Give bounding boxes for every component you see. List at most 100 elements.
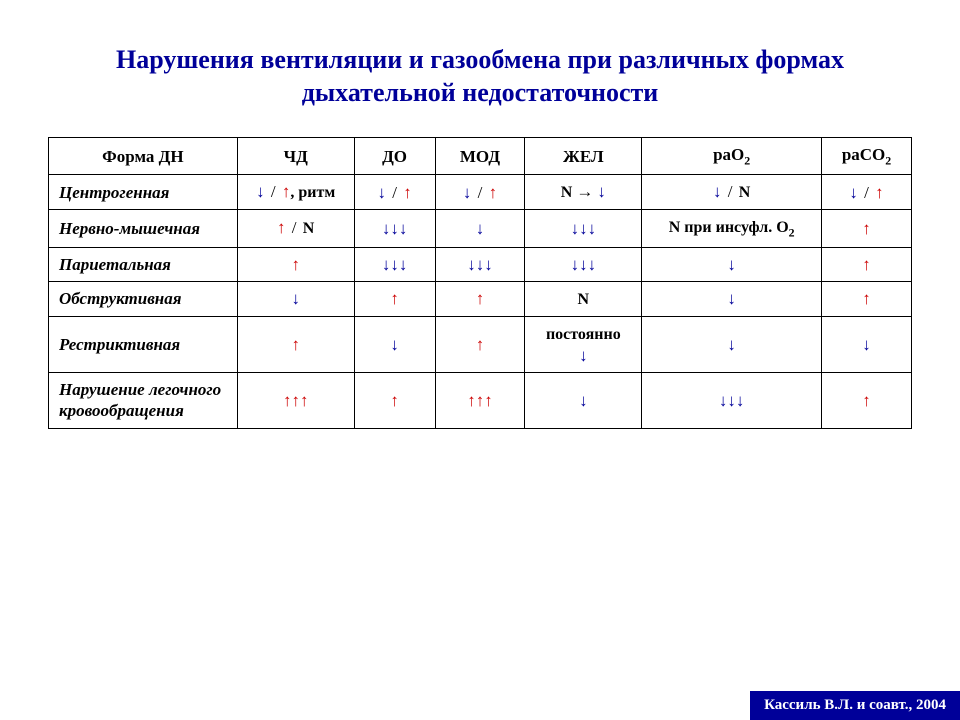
separator: / <box>265 182 282 201</box>
down-arrow-icon: ↓ <box>588 255 597 274</box>
separator: / <box>858 183 875 202</box>
up-arrow-icon: ↑ <box>403 183 412 202</box>
up-arrow-icon: ↑ <box>291 255 300 274</box>
table-row: Обструктивная↓↑↑N↓↑ <box>49 281 912 316</box>
separator: / <box>471 183 488 202</box>
cell-pao2: ↓ <box>642 247 822 281</box>
row-label: Центрогенная <box>49 175 238 210</box>
up-arrow-icon: ↑ <box>875 183 884 202</box>
down-arrow-icon: ↓ <box>713 182 722 201</box>
table-row: Рестриктивная↑↓↑постоянно↓↓↓ <box>49 316 912 372</box>
down-arrow-icon: ↓ <box>727 391 736 410</box>
down-arrow-icon: ↓ <box>849 183 858 202</box>
cell-text: N <box>739 184 751 201</box>
down-arrow-icon: ↓ <box>727 289 736 308</box>
table-row: Нервно-мышечная↑ / N↓↓↓↓↓↓↓N при инсуфл.… <box>49 210 912 247</box>
cell-zhel: ↓ <box>525 373 642 429</box>
down-arrow-icon: ↓ <box>727 255 736 274</box>
cell-paco2: ↑ <box>822 373 912 429</box>
cell-do: ↑ <box>354 373 435 429</box>
cell-mod: ↑↑↑ <box>435 373 525 429</box>
down-arrow-icon: ↓ <box>484 255 493 274</box>
col-header-pao2: раО2 <box>642 138 822 175</box>
row-label: Париетальная <box>49 247 238 281</box>
down-arrow-icon: ↓ <box>862 335 871 354</box>
table-row: Нарушение легочного кровообращения↑↑↑↑↑↑… <box>49 373 912 429</box>
table-head: Форма ДНЧДДОМОДЖЕЛраО2раСО2 <box>49 138 912 175</box>
cell-do: ↑ <box>354 281 435 316</box>
down-arrow-icon: ↓ <box>571 219 580 238</box>
cell-text: N <box>561 184 577 201</box>
down-arrow-icon: ↓ <box>377 183 386 202</box>
down-arrow-icon: ↓ <box>256 182 265 201</box>
cell-do: ↓↓↓ <box>354 210 435 247</box>
cell-zhel: ↓↓↓ <box>525 247 642 281</box>
row-label: Рестриктивная <box>49 316 238 372</box>
up-arrow-icon: ↑ <box>291 391 300 410</box>
up-arrow-icon: ↑ <box>862 289 871 308</box>
table-row: Париетальная↑↓↓↓↓↓↓↓↓↓↓↑ <box>49 247 912 281</box>
up-arrow-icon: ↑ <box>300 391 309 410</box>
credit-badge: Кассиль В.Л. и соавт., 2004 <box>750 691 960 720</box>
cell-pao2: ↓ <box>642 316 822 372</box>
up-arrow-icon: ↑ <box>476 289 485 308</box>
cell-mod: ↑ <box>435 281 525 316</box>
cell-mod: ↓↓↓ <box>435 247 525 281</box>
cell-pao2: ↓ / N <box>642 175 822 210</box>
cell-paco2: ↑ <box>822 210 912 247</box>
down-arrow-icon: ↓ <box>588 219 597 238</box>
up-arrow-icon: ↑ <box>862 219 871 238</box>
up-arrow-icon: ↑ <box>467 391 476 410</box>
cell-pao2: ↓↓↓ <box>642 373 822 429</box>
page-title: Нарушения вентиляции и газообмена при ра… <box>48 44 912 109</box>
separator: / <box>722 182 739 201</box>
cell-text: N <box>303 220 315 237</box>
up-arrow-icon: ↑ <box>390 289 399 308</box>
col-header-chd: ЧД <box>237 138 354 175</box>
down-arrow-icon: ↓ <box>727 335 736 354</box>
cell-chd: ↑↑↑ <box>237 373 354 429</box>
cell-zhel: N → ↓ <box>525 175 642 210</box>
down-arrow-icon: ↓ <box>399 255 408 274</box>
cell-text: N при инсуфл. О <box>669 219 789 236</box>
cell-do: ↓↓↓ <box>354 247 435 281</box>
table-body: Центрогенная↓ / ↑, ритм↓ / ↑↓ / ↑N → ↓↓ … <box>49 175 912 428</box>
cell-paco2: ↓ / ↑ <box>822 175 912 210</box>
up-arrow-icon: ↑ <box>476 391 485 410</box>
col-header-paco2: раСО2 <box>822 138 912 175</box>
col-header-forma: Форма ДН <box>49 138 238 175</box>
row-label: Нарушение легочного кровообращения <box>49 373 238 429</box>
down-arrow-icon: ↓ <box>390 219 399 238</box>
down-arrow-icon: ↓ <box>476 219 485 238</box>
down-arrow-icon: ↓ <box>390 255 399 274</box>
col-header-zhel: ЖЕЛ <box>525 138 642 175</box>
cell-pao2: ↓ <box>642 281 822 316</box>
down-arrow-icon: ↓ <box>467 255 476 274</box>
up-arrow-icon: ↑ <box>489 183 498 202</box>
table-row: Центрогенная↓ / ↑, ритм↓ / ↑↓ / ↑N → ↓↓ … <box>49 175 912 210</box>
cell-paco2: ↑ <box>822 281 912 316</box>
up-arrow-icon: ↑ <box>390 391 399 410</box>
col-header-mod: МОД <box>435 138 525 175</box>
up-arrow-icon: ↑ <box>476 335 485 354</box>
down-arrow-icon: ↓ <box>579 255 588 274</box>
col-header-do: ДО <box>354 138 435 175</box>
up-arrow-icon: ↑ <box>277 218 286 237</box>
cell-zhel: N <box>525 281 642 316</box>
separator: / <box>386 183 403 202</box>
cell-zhel: постоянно ↓ <box>525 316 642 372</box>
ventilation-table: Форма ДНЧДДОМОДЖЕЛраО2раСО2 Центрогенная… <box>48 137 912 429</box>
cell-text: N <box>578 291 590 308</box>
down-arrow-icon: ↓ <box>579 346 588 365</box>
down-arrow-icon: ↓ <box>476 255 485 274</box>
cell-chd: ↑ <box>237 316 354 372</box>
cell-text: постоянно <box>546 326 621 343</box>
down-arrow-icon: ↓ <box>390 335 399 354</box>
down-arrow-icon: ↓ <box>399 219 408 238</box>
row-label: Обструктивная <box>49 281 238 316</box>
cell-do: ↓ <box>354 316 435 372</box>
cell-mod: ↑ <box>435 316 525 372</box>
cell-paco2: ↓ <box>822 316 912 372</box>
cell-pao2: N при инсуфл. О2 <box>642 210 822 247</box>
cell-do: ↓ / ↑ <box>354 175 435 210</box>
